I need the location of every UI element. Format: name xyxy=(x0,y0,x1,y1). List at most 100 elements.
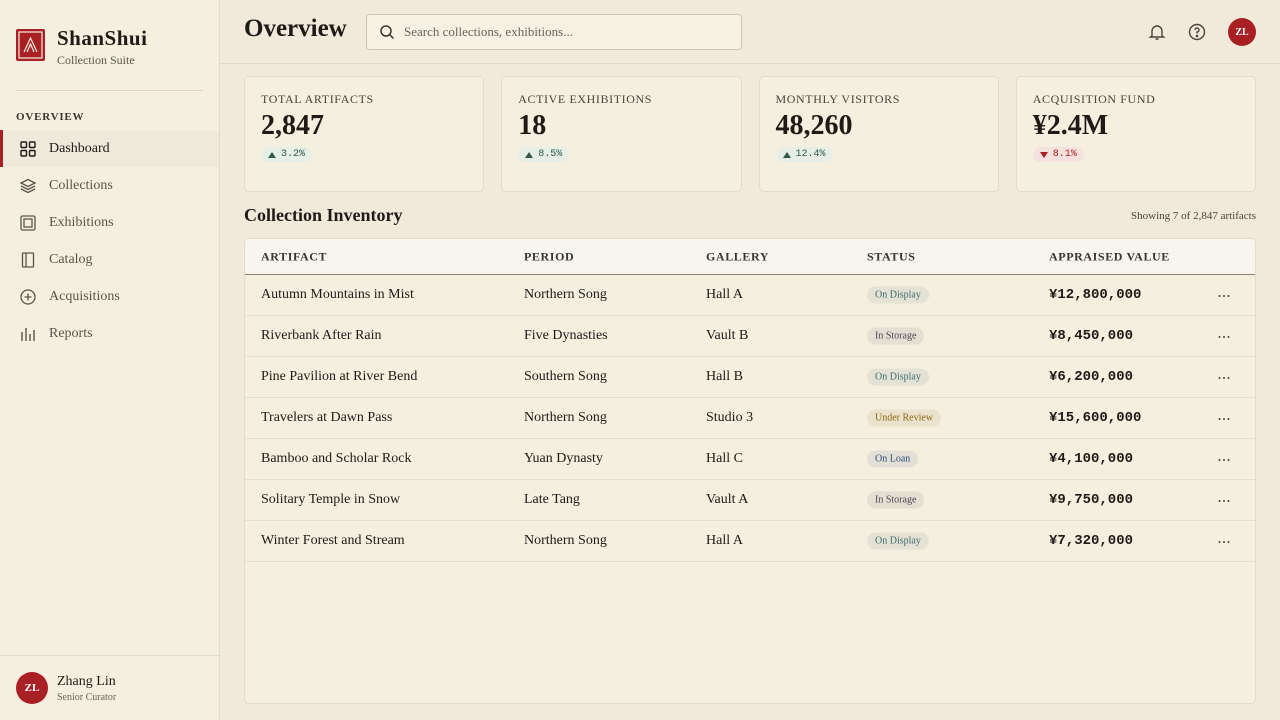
stat-cards: TOTAL ARTIFACTS 2,847 3.2% ACTIVE EXHIBITIO… xyxy=(244,76,1256,192)
table-row[interactable]: Solitary Temple in Snow Late Tang Vault A I… xyxy=(245,480,1255,521)
nav-item[interactable]: Catalog xyxy=(0,241,219,278)
stat-card: ACTIVE EXHIBITIONS 18 8.5% xyxy=(501,76,742,192)
column-header: ARTIFACT xyxy=(261,249,328,263)
cell-period: Northern Song xyxy=(524,533,607,548)
row-menu[interactable] xyxy=(1218,410,1230,426)
cell-gallery: Vault B xyxy=(706,328,749,343)
status-badge: On Display xyxy=(867,286,929,304)
brand: ShanShui Collection Suite xyxy=(16,26,147,68)
nav-item[interactable]: Exhibitions xyxy=(0,204,219,241)
ellipsis-icon xyxy=(1218,541,1230,543)
ellipsis-icon xyxy=(1218,500,1230,502)
ellipsis-icon xyxy=(1218,377,1230,379)
cell-period: Yuan Dynasty xyxy=(524,451,603,466)
row-menu[interactable] xyxy=(1218,492,1230,508)
cell-gallery: Hall C xyxy=(706,451,743,466)
trend-arrow xyxy=(525,151,534,158)
cell-artifact: Riverbank After Rain xyxy=(261,328,382,343)
table-row[interactable]: Pine Pavilion at River Bend Southern Song… xyxy=(245,357,1255,398)
nav-item[interactable]: Reports xyxy=(0,315,219,352)
stat-card: MONTHLY VISITORS 48,260 12.4% xyxy=(758,76,999,192)
stat-card: TOTAL ARTIFACTS 2,847 3.2% xyxy=(244,76,485,192)
status-badge: On Loan xyxy=(867,450,919,468)
trend-arrow xyxy=(782,151,791,158)
stat-change: 3.2% xyxy=(261,147,313,162)
appraised-value: ¥4,100,000 xyxy=(1049,451,1134,467)
search-placeholder: Search collections, exhibitions... xyxy=(404,24,573,39)
nav-item[interactable]: Collections xyxy=(0,167,219,204)
user-name: Zhang Lin xyxy=(57,673,116,689)
cell-gallery: Hall A xyxy=(706,287,743,302)
row-menu[interactable] xyxy=(1218,533,1230,549)
inventory-summary: Showing 7 of 2,847 artifacts xyxy=(1131,210,1256,222)
nav-item[interactable]: Acquisitions xyxy=(0,278,219,315)
cell-artifact: Winter Forest and Stream xyxy=(261,533,405,548)
nav: Dashboard Collections Exhibitions Catalo… xyxy=(0,130,219,352)
stat-value: 2,847 xyxy=(261,110,324,141)
nav-label: Exhibitions xyxy=(49,214,114,230)
row-menu[interactable] xyxy=(1218,328,1230,344)
row-menu[interactable] xyxy=(1218,451,1230,467)
column-header: PERIOD xyxy=(524,249,575,263)
status-badge: On Display xyxy=(867,368,929,386)
status-badge: In Storage xyxy=(867,327,925,345)
user-avatar[interactable]: ZL xyxy=(16,672,48,704)
status-badge: Under Review xyxy=(867,409,942,427)
table-row[interactable]: Riverbank After Rain Five Dynasties Vault … xyxy=(245,316,1255,357)
brand-subtitle: Collection Suite xyxy=(57,53,135,67)
appraised-value: ¥8,450,000 xyxy=(1049,328,1134,344)
table-row[interactable]: Travelers at Dawn Pass Northern Song Studi… xyxy=(245,398,1255,439)
help[interactable] xyxy=(1188,23,1206,41)
row-menu[interactable] xyxy=(1218,369,1230,385)
notifications[interactable] xyxy=(1148,23,1166,41)
divider xyxy=(16,90,203,91)
cell-artifact: Autumn Mountains in Mist xyxy=(261,287,414,302)
stat-label: ACQUISITION FUND xyxy=(1032,92,1156,106)
table-row[interactable]: Winter Forest and Stream Northern Song Hal… xyxy=(245,521,1255,562)
cell-gallery: Studio 3 xyxy=(706,410,754,425)
stat-change-value: 8.1% xyxy=(1052,149,1077,160)
stat-change-value: 12.4% xyxy=(795,149,826,160)
nav-label: Acquisitions xyxy=(49,288,120,304)
top-actions: ZL xyxy=(1148,18,1256,46)
user-role: Senior Curator xyxy=(57,691,117,703)
appraised-value: ¥15,600,000 xyxy=(1049,410,1142,426)
inventory-table: ARTIFACT PERIOD GALLERY STATUS APPRAISED VAL… xyxy=(244,238,1256,704)
table-row[interactable]: Bamboo and Scholar Rock Yuan Dynasty Hall … xyxy=(245,439,1255,480)
column-header: APPRAISED VALUE xyxy=(1049,249,1170,263)
search-box[interactable]: Search collections, exhibitions... xyxy=(366,14,742,50)
column-header: STATUS xyxy=(867,249,916,263)
stat-change-value: 3.2% xyxy=(281,149,306,160)
sidebar: ShanShui Collection Suite OVERVIEW Dashb… xyxy=(0,0,220,720)
ellipsis-icon xyxy=(1218,336,1230,338)
stat-label: ACTIVE EXHIBITIONS xyxy=(518,92,653,106)
section-title: Collection Inventory xyxy=(244,205,403,225)
cell-period: Northern Song xyxy=(524,287,607,302)
topbar: Overview Search collections, exhibitions… xyxy=(220,0,1280,64)
cell-period: Northern Song xyxy=(524,410,607,425)
nav-item[interactable]: Dashboard xyxy=(0,130,219,167)
cell-gallery: Hall A xyxy=(706,533,743,548)
nav-section: OVERVIEW xyxy=(16,111,85,123)
cell-artifact: Bamboo and Scholar Rock xyxy=(261,451,412,466)
brand-name: ShanShui xyxy=(57,26,148,50)
cell-artifact: Travelers at Dawn Pass xyxy=(261,410,393,425)
header-avatar[interactable]: ZL xyxy=(1228,18,1256,46)
cell-gallery: Hall B xyxy=(706,369,743,384)
cell-artifact: Pine Pavilion at River Bend xyxy=(261,369,418,384)
stat-value: 48,260 xyxy=(775,110,853,141)
stat-label: MONTHLY VISITORS xyxy=(775,92,901,106)
cell-period: Five Dynasties xyxy=(524,328,608,343)
nav-label: Reports xyxy=(49,325,93,341)
table-header: ARTIFACT PERIOD GALLERY STATUS APPRAISED VAL… xyxy=(245,239,1255,275)
table-row[interactable]: Autumn Mountains in Mist Northern Song Hal… xyxy=(245,275,1255,316)
stat-change: 8.5% xyxy=(518,147,570,162)
nav-label: Collections xyxy=(49,177,113,193)
logo xyxy=(16,29,45,61)
row-menu[interactable] xyxy=(1218,287,1230,303)
stat-value: 18 xyxy=(518,110,547,141)
appraised-value: ¥12,800,000 xyxy=(1049,287,1142,303)
user-panel: ZL Zhang Lin Senior Curator xyxy=(0,655,219,720)
